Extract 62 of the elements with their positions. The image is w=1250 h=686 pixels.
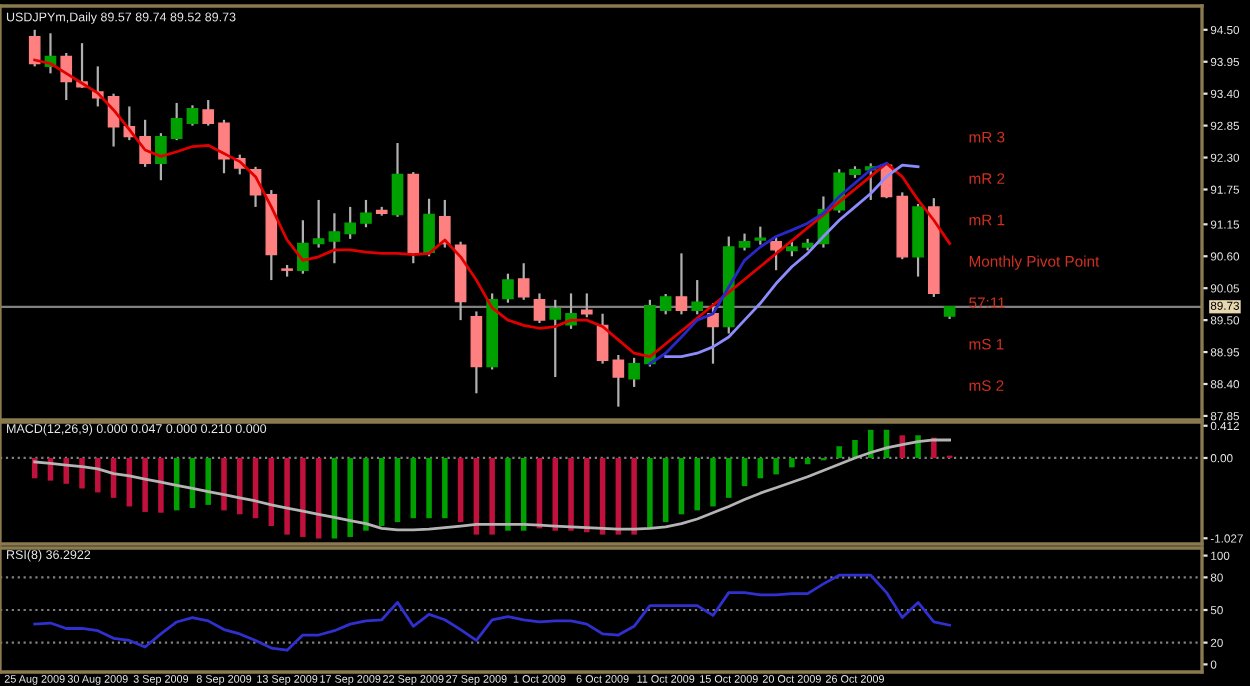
- candlestick: [770, 235, 782, 272]
- bar: [662, 457, 669, 523]
- bar: [867, 429, 874, 458]
- bar: [221, 457, 227, 511]
- candlestick: [628, 356, 640, 389]
- bar: [442, 457, 448, 519]
- bar: [158, 457, 164, 513]
- candlestick: [186, 104, 199, 127]
- bar: [489, 457, 495, 535]
- bar: [205, 457, 211, 505]
- bar: [378, 457, 385, 527]
- candlestick: [360, 198, 372, 229]
- line-series: [664, 163, 920, 359]
- bar: [79, 457, 85, 489]
- bar: [710, 457, 716, 507]
- candlestick: [439, 198, 451, 249]
- candlestick: [155, 132, 167, 182]
- bar: [647, 457, 653, 529]
- bar: [363, 457, 369, 531]
- candlestick: [218, 118, 230, 175]
- candlestick: [549, 298, 562, 379]
- candlestick: [328, 212, 341, 265]
- bar: [95, 457, 101, 493]
- bar: [426, 457, 432, 519]
- bar: [142, 457, 148, 512]
- candlestick: [423, 197, 435, 258]
- bar: [694, 457, 700, 511]
- bar: [347, 457, 353, 537]
- bar: [300, 457, 306, 537]
- candlestick: [533, 292, 546, 325]
- line-series: [33, 573, 951, 652]
- bar: [237, 457, 243, 515]
- candlestick: [344, 205, 357, 240]
- bar: [457, 457, 464, 523]
- candlestick: [28, 28, 41, 68]
- bar: [410, 457, 417, 519]
- candlestick: [612, 353, 625, 408]
- bar: [584, 457, 590, 533]
- bar: [552, 457, 559, 531]
- bar: [505, 457, 511, 531]
- bar: [394, 457, 401, 523]
- line-series: [33, 438, 951, 532]
- candlestick: [202, 98, 215, 127]
- bar: [678, 457, 685, 515]
- candlestick: [391, 141, 404, 218]
- candlestick: [659, 292, 672, 316]
- candlestick: [502, 272, 514, 304]
- bar: [852, 439, 858, 458]
- bar: [568, 457, 574, 531]
- candlestick: [170, 101, 183, 142]
- bar: [631, 457, 637, 535]
- candlestick: [675, 252, 688, 316]
- bar: [836, 446, 842, 458]
- candlestick: [707, 302, 719, 365]
- bar: [284, 457, 290, 535]
- bar: [741, 457, 748, 487]
- candlestick: [517, 262, 530, 301]
- bar: [789, 457, 795, 468]
- bar: [726, 457, 732, 498]
- candlestick: [312, 198, 325, 249]
- candlestick: [691, 278, 704, 316]
- bar: [773, 457, 779, 475]
